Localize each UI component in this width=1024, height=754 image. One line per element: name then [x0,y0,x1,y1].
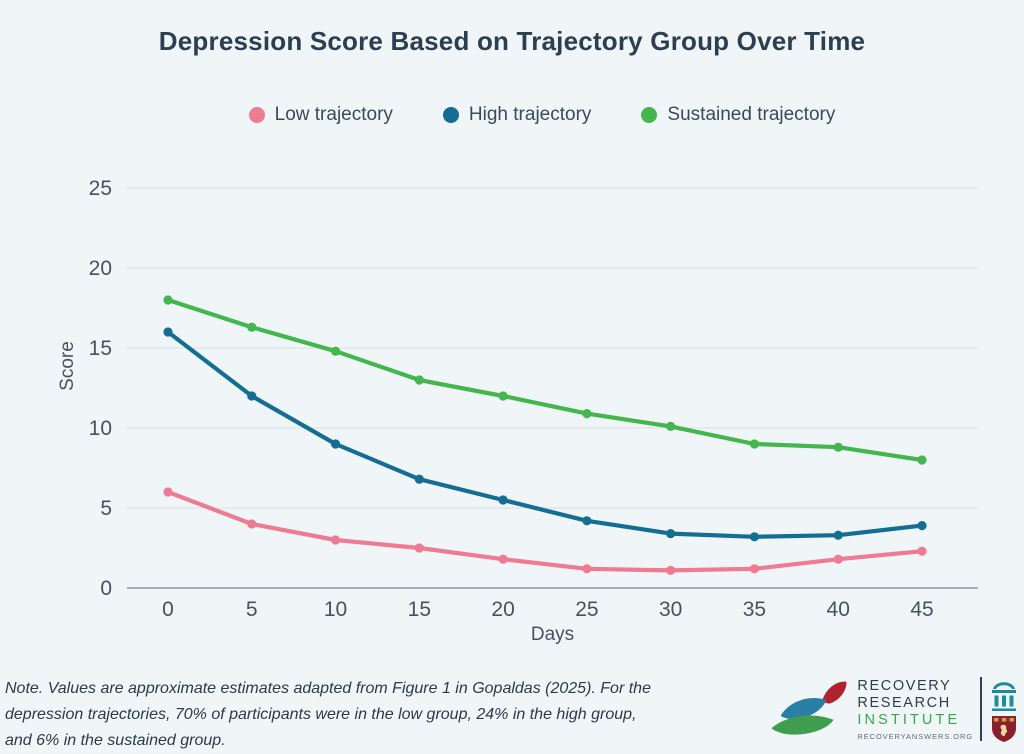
note-text: Note. Values are approximate estimates a… [5,676,651,754]
logo-url: RECOVERYANSWERS.ORG [857,731,973,741]
logo-line-research: RESEARCH [857,694,951,711]
x-tick-label: 25 [575,598,598,621]
legend-label: High trajectory [468,104,592,125]
data-point [414,474,424,484]
x-tick-label: 35 [743,598,766,621]
legend: Low trajectory High trajectory Sustained… [60,104,1024,126]
data-point [498,391,508,401]
series-line-low-trajectory [165,489,925,573]
data-point [749,532,760,542]
y-tick-label: 10 [89,417,112,440]
x-tick-label: 0 [162,598,174,621]
legend-label: Low trajectory [274,104,393,125]
x-tick-label: 15 [408,598,431,621]
x-axis-title: Days [530,624,575,645]
data-point [247,322,257,332]
logo-line-recovery: RECOVERY [857,677,952,694]
data-point [163,295,173,305]
data-point [163,487,173,497]
data-point [833,530,843,540]
data-point [833,442,843,452]
high-trajectory-dot-icon [442,107,459,123]
data-point [247,391,257,401]
x-tick-label: 10 [324,598,347,621]
x-tick-label: 45 [910,598,933,621]
data-point [582,564,592,574]
series-line-high-trajectory [165,329,925,539]
data-point [917,546,927,556]
data-point [498,554,508,564]
y-tick-label: 15 [89,337,112,360]
logo-text: RECOVERY RESEARCH INSTITUTE RECOVERYANSW… [857,678,973,741]
y-tick-label: 20 [89,257,112,280]
note-line: depression trajectories, 70% of particip… [5,706,637,723]
data-point [749,439,760,449]
data-point [414,375,424,385]
low-trajectory-dot-icon [248,107,265,123]
legend-item-sustained-trajectory: Sustained trajectory [641,104,835,126]
x-tick-label: 40 [827,598,850,621]
data-point [666,421,676,431]
data-point [917,455,927,465]
x-tick-label: 30 [659,598,682,621]
crest-icon [992,682,1016,742]
legend-item-high-trajectory: High trajectory [442,104,592,126]
sustained-trajectory-dot-icon [641,107,658,123]
leaves-icon [772,681,847,735]
data-point [749,564,760,574]
data-point [582,516,592,526]
y-tick-label: 5 [100,497,112,520]
data-point [330,535,341,545]
data-point [163,327,173,337]
data-point [247,519,257,529]
data-point [414,543,424,553]
recovery-research-institute-logo: RECOVERY RESEARCH INSTITUTE RECOVERYANSW… [768,673,1019,745]
chart-title: Depression Score Based on Trajectory Gro… [158,26,866,56]
x-tick-label: 5 [246,598,258,621]
series-line-sustained-trajectory [165,297,925,463]
note-line: Note. Values are approximate estimates a… [5,680,651,697]
data-point [330,346,341,356]
data-point [666,565,676,576]
x-tick-label: 20 [491,598,514,621]
legend-item-low-trajectory: Low trajectory [248,104,393,126]
data-point [833,554,843,564]
note-line: and 6% in the sustained group. [5,732,226,749]
logo-divider [980,677,982,741]
legend-label: Sustained trajectory [667,104,836,125]
y-axis-title: Score [57,341,78,391]
y-tick-label: 0 [100,577,112,600]
data-point [917,521,927,531]
data-point [666,529,676,539]
data-point [582,409,592,419]
data-point [330,439,341,449]
logo-line-institute: INSTITUTE [857,711,961,728]
y-tick-label: 25 [89,177,112,200]
data-point [498,495,508,505]
